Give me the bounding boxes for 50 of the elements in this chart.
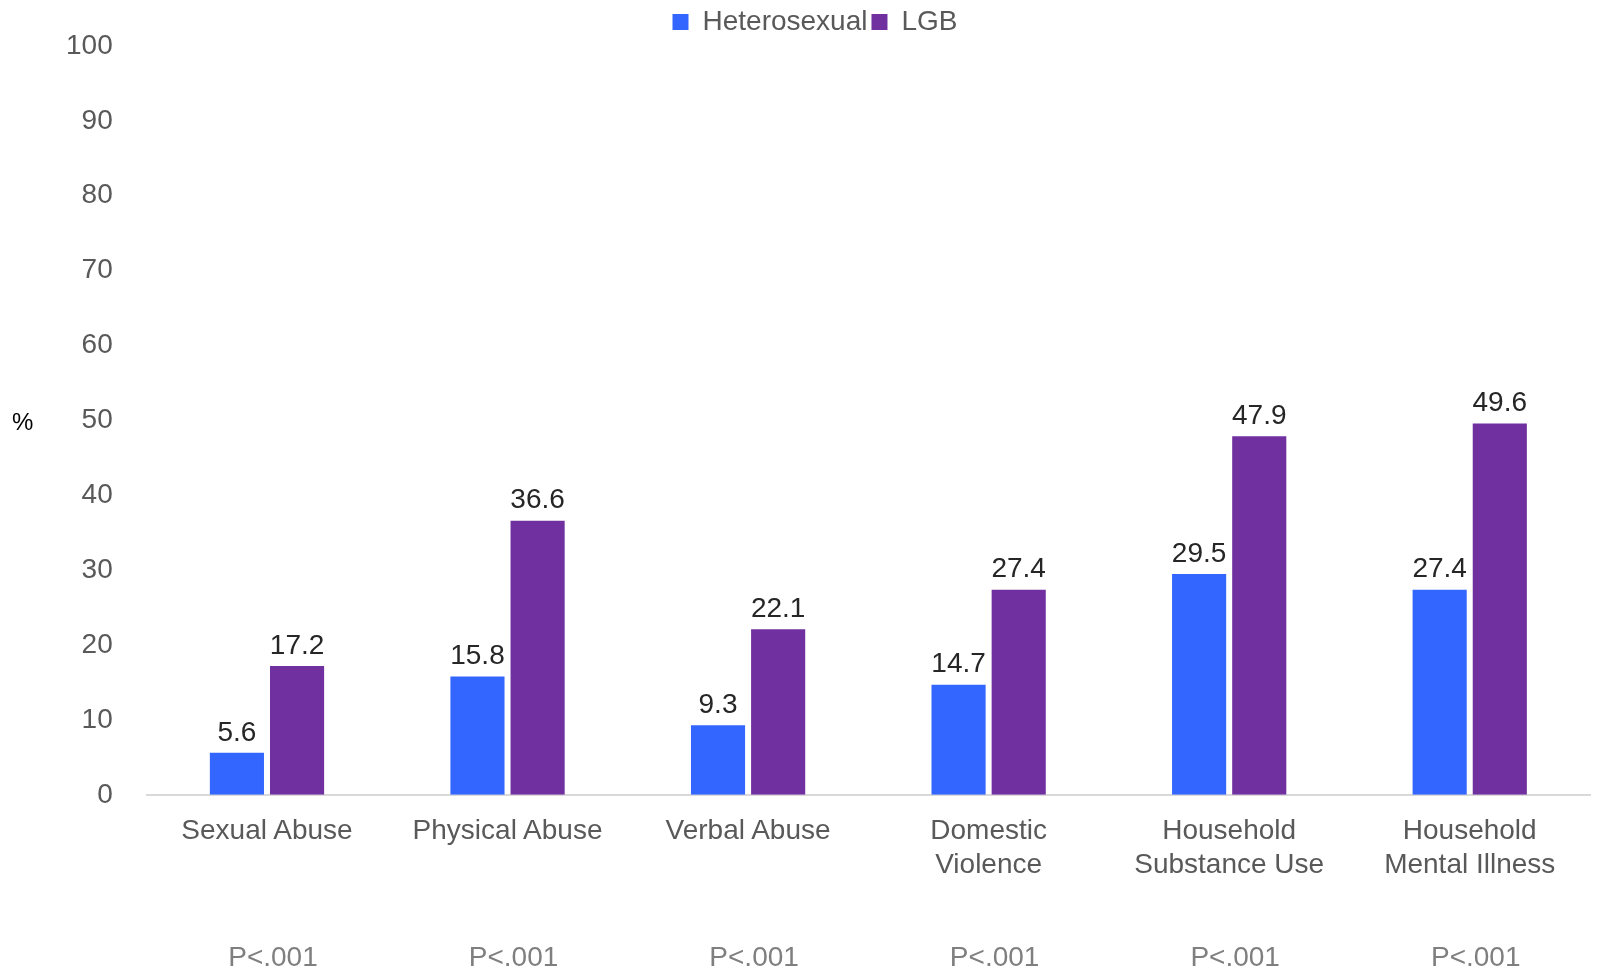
data-label: 17.2: [269, 628, 325, 660]
legend-label: Heterosexual: [702, 4, 868, 36]
bar: [991, 589, 1046, 795]
text: P<.001: [1190, 940, 1280, 972]
y-tick-label: 60: [81, 328, 113, 360]
y-tick-label: 40: [81, 478, 113, 509]
text: P<.001: [228, 940, 318, 972]
text: P<.001: [949, 940, 1040, 972]
y-tick-label: 50: [81, 403, 113, 435]
bar: [690, 725, 746, 795]
x-tick-label: Household Substance Use: [1134, 814, 1325, 879]
data-label: 15.8: [450, 639, 505, 671]
data-label: 29.5: [1171, 536, 1227, 568]
text: P<.001: [468, 940, 559, 972]
data-label: 27.4: [991, 552, 1046, 584]
x-tick-label: Physical Abuse: [412, 814, 603, 846]
y-tick-label: 100: [66, 28, 113, 60]
bar: [751, 629, 806, 795]
legend-label: LGB: [901, 4, 958, 36]
bar: [1232, 436, 1287, 795]
bar: [1412, 589, 1467, 795]
bar: [270, 666, 325, 795]
y-tick-label: 90: [81, 103, 113, 135]
x-tick-label: Verbal Abuse: [665, 814, 831, 846]
x-tick-label: Household Mental Illness: [1384, 814, 1556, 879]
data-label: 47.9: [1232, 398, 1287, 430]
data-label: 49.6: [1472, 386, 1528, 418]
y-tick-label: 10: [81, 702, 113, 734]
y-tick-label: 70: [81, 253, 113, 285]
x-tick-label: Sexual Abuse: [181, 814, 353, 846]
data-label: 27.4: [1412, 552, 1467, 584]
data-label: 14.7: [931, 647, 986, 679]
bar: [931, 684, 986, 795]
y-axis-title: %: [12, 408, 34, 436]
data-label: 22.1: [750, 592, 806, 624]
text: P<.001: [709, 940, 799, 972]
bar: [1172, 573, 1227, 795]
x-tick-label: Domestic Violence: [930, 814, 1047, 879]
bar: [450, 676, 505, 795]
y-tick-label: 20: [81, 627, 113, 659]
data-label: 5.6: [217, 715, 257, 747]
bar: [510, 520, 565, 795]
bar: [1472, 423, 1527, 795]
data-label: 36.6: [510, 483, 565, 515]
y-tick-label: 30: [81, 552, 113, 584]
y-tick-label: 80: [81, 178, 113, 210]
bar: [209, 752, 264, 795]
data-label: 9.3: [698, 687, 738, 719]
y-tick-label: 0: [97, 777, 113, 809]
text: P<.001: [1430, 940, 1521, 972]
